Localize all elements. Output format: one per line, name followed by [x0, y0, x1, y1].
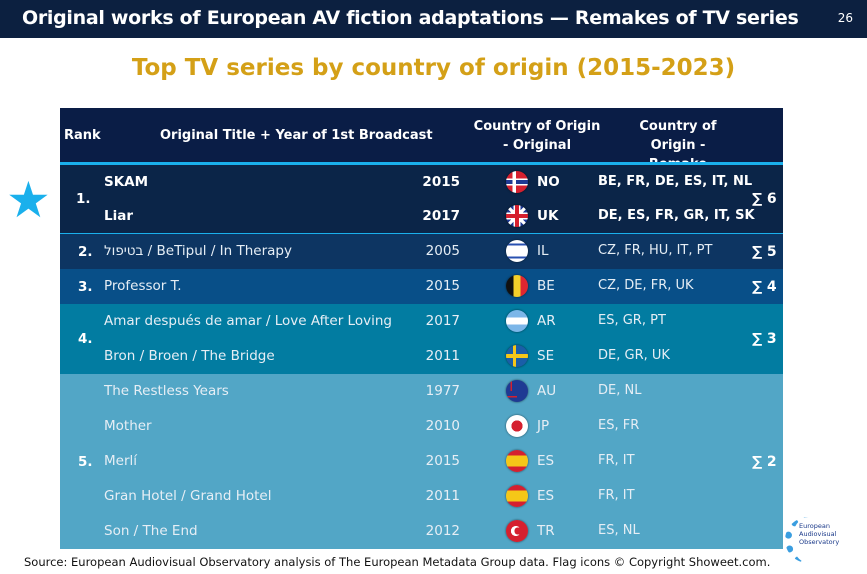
series-title: Amar después de amar / Love After Loving [104, 313, 392, 329]
origin-country-code: IL [537, 243, 549, 259]
table-row: The Restless Years 1977 AU DE, NL [60, 380, 783, 403]
slide-subtitle: Top TV series by country of origin (2015… [131, 55, 736, 81]
series-title: בטיפול / BeTipul / In Therapy [104, 243, 292, 259]
series-title: Mother [104, 418, 152, 434]
japan-flag-icon [506, 415, 528, 437]
origin-country-code: SE [537, 348, 555, 364]
remake-countries: FR, IT [598, 453, 635, 468]
origin-country-code: NO [537, 174, 560, 190]
rank-number: 3. [78, 278, 93, 295]
broadcast-year: 2011 [425, 348, 460, 364]
origin-country-code: ES [537, 488, 555, 504]
remake-count: ∑ 3 [752, 331, 777, 347]
israel-flag-icon [506, 240, 528, 262]
origin-country-code: AR [537, 313, 556, 329]
remake-count: ∑ 4 [752, 278, 777, 295]
table-row: Merlí 2015 ES FR, IT [60, 450, 783, 473]
series-title: Gran Hotel / Grand Hotel [104, 488, 272, 504]
broadcast-year: 2010 [425, 418, 460, 434]
spain-flag-icon [506, 450, 528, 472]
remake-countries: DE, NL [598, 383, 642, 398]
broadcast-year: 2015 [425, 278, 460, 294]
origin-country-code: BE [537, 278, 555, 294]
star-icon: ★ [6, 171, 51, 229]
rank-group-2: 2. ∑ 5 בטיפול / BeTipul / In Therapy 2005 IL… [60, 234, 783, 269]
sweden-flag-icon [506, 345, 528, 367]
table-row: בטיפול / BeTipul / In Therapy 2005 IL CZ, F… [60, 240, 783, 263]
table-row: Mother 2010 JP ES, FR [60, 415, 783, 438]
remake-countries: ES, NL [598, 523, 640, 538]
series-title: Merlí [104, 453, 138, 469]
turkey-flag-icon [506, 520, 528, 542]
uk-flag-icon [506, 205, 528, 227]
table-row: Amar después de amar / Love After Loving… [60, 310, 783, 333]
table-row: Professor T. 2015 BE CZ, DE, FR, UK [60, 275, 783, 298]
remake-countries: ES, GR, PT [598, 313, 666, 328]
rank-group-3: 3. ∑ 4 Professor T. 2015 BE CZ, DE, FR, UK [60, 269, 783, 304]
broadcast-year: 2012 [425, 523, 460, 539]
table-row: Liar 2017 UK DE, ES, FR, GR, IT, SK [60, 205, 783, 228]
page-number: 26 [837, 11, 853, 25]
broadcast-year: 2005 [425, 243, 460, 259]
origin-country-code: AU [537, 383, 557, 399]
table-row: Bron / Broen / The Bridge 2011 SE DE, GR, U… [60, 345, 783, 368]
remake-count: ∑ 5 [752, 243, 777, 260]
series-title: Bron / Broen / The Bridge [104, 348, 275, 364]
table-row: Son / The End 2012 TR ES, NL [60, 520, 783, 543]
origin-country-code: TR [537, 523, 555, 539]
observatory-logo: European Audiovisual Observatory [785, 515, 857, 565]
rank-number: 1. [76, 191, 91, 207]
broadcast-year: 2015 [425, 453, 460, 469]
title-bar: Original works of European AV fiction ad… [0, 0, 867, 38]
remake-countries: ES, FR [598, 418, 640, 433]
source-note: Source: European Audiovisual Observatory… [24, 555, 771, 569]
rank-number: 5. [78, 453, 93, 470]
origin-country-code: ES [537, 453, 555, 469]
broadcast-year: 2017 [422, 208, 460, 224]
broadcast-year: 2017 [425, 313, 460, 329]
broadcast-year: 2015 [422, 174, 460, 190]
remake-count: ∑ 6 [752, 191, 777, 207]
series-title: SKAM [104, 174, 149, 190]
broadcast-year: 2011 [425, 488, 460, 504]
argentina-flag-icon [506, 310, 528, 332]
remake-countries: CZ, FR, HU, IT, PT [598, 243, 713, 258]
remake-countries: DE, GR, UK [598, 348, 670, 363]
remake-countries: BE, FR, DE, ES, IT, NL [598, 174, 753, 189]
series-title: The Restless Years [104, 383, 229, 399]
series-title: Professor T. [104, 278, 182, 294]
origin-country-code: UK [537, 208, 559, 224]
remake-countries: DE, ES, FR, GR, IT, SK [598, 208, 755, 223]
broadcast-year: 1977 [425, 383, 460, 399]
remake-countries: CZ, DE, FR, UK [598, 278, 694, 293]
table-row: Gran Hotel / Grand Hotel 2011 ES FR, IT [60, 485, 783, 508]
remake-count: ∑ 2 [752, 453, 777, 470]
rank-group-5: 5. ∑ 2 The Restless Years 1977 AU DE, NL Mothe… [60, 374, 783, 549]
belgium-flag-icon [506, 275, 528, 297]
origin-country-code: JP [537, 418, 550, 434]
rank-group-1: 1. ∑ 6 SKAM 2015 NO BE, FR, DE, ES, IT, NL Lia… [60, 162, 783, 236]
col-title: Original Title + Year of 1st Broadcast [160, 128, 433, 143]
remake-countries: FR, IT [598, 488, 635, 503]
rank-number: 2. [78, 243, 93, 260]
australia-flag-icon [506, 380, 528, 402]
table-row: SKAM 2015 NO BE, FR, DE, ES, IT, NL [60, 171, 783, 194]
norway-flag-icon [506, 171, 528, 193]
rank-group-4: 4. ∑ 3 Amar después de amar / Love After L… [60, 304, 783, 374]
spain-flag-icon [506, 485, 528, 507]
slide-title: Original works of European AV fiction ad… [22, 7, 799, 29]
col-rank: Rank [64, 128, 101, 143]
series-title: Son / The End [104, 523, 198, 539]
rank-number: 4. [78, 331, 93, 347]
col-origin: Country of Origin - Original [473, 119, 601, 153]
table-header: Rank Original Title + Year of 1st Broadc… [60, 108, 783, 172]
series-table: Rank Original Title + Year of 1st Broadc… [60, 108, 783, 549]
series-title: Liar [104, 208, 133, 224]
